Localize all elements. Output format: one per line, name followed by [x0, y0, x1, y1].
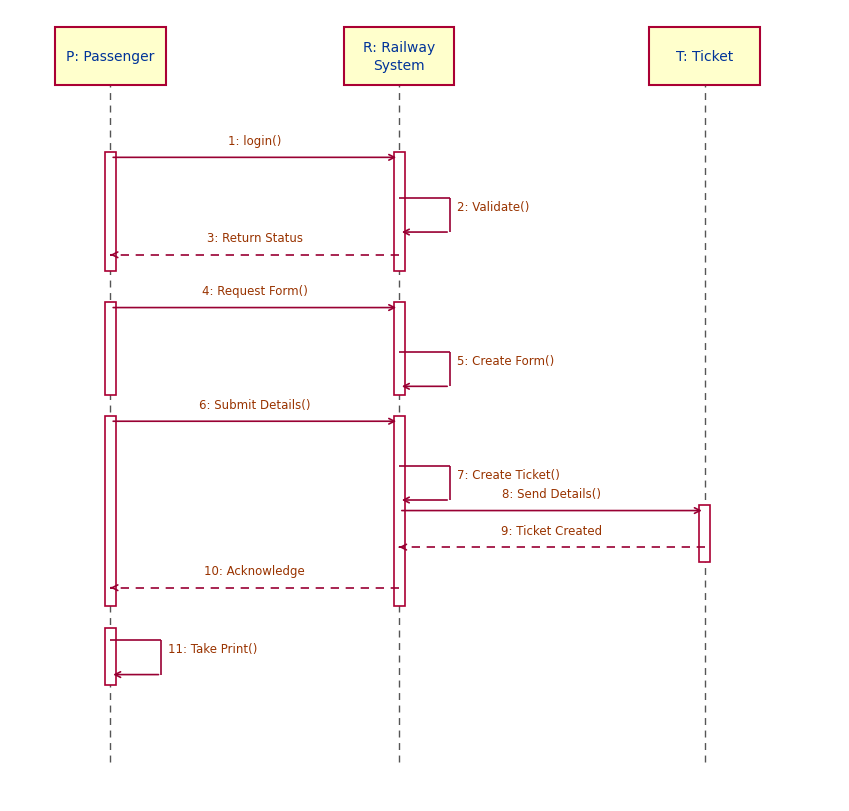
Bar — [344, 28, 454, 86]
Text: 11: Take Print(): 11: Take Print() — [168, 642, 257, 655]
Text: 9: Ticket Created: 9: Ticket Created — [501, 524, 603, 537]
Text: 5: Create Form(): 5: Create Form() — [457, 354, 554, 367]
Text: 8: Send Details(): 8: Send Details() — [503, 487, 601, 500]
Bar — [393, 416, 404, 607]
Text: T: Ticket: T: Ticket — [676, 49, 734, 64]
Text: 3: Return Status: 3: Return Status — [206, 232, 303, 245]
Bar — [105, 629, 115, 685]
Bar — [55, 28, 166, 86]
Bar — [393, 303, 404, 396]
Text: R: Railway
System: R: Railway System — [363, 41, 436, 73]
Text: 1: login(): 1: login() — [228, 135, 281, 148]
Bar — [105, 303, 115, 396]
Text: 10: Acknowledge: 10: Acknowledge — [205, 564, 305, 577]
Bar — [649, 28, 760, 86]
Bar — [105, 416, 115, 607]
Text: P: Passenger: P: Passenger — [66, 49, 155, 64]
Bar — [700, 505, 710, 562]
Text: 2: Validate(): 2: Validate() — [457, 200, 529, 213]
Bar — [105, 152, 115, 272]
Text: 4: Request Form(): 4: Request Form() — [202, 285, 307, 298]
Text: 6: Submit Details(): 6: Submit Details() — [199, 398, 311, 411]
Text: 7: Create Ticket(): 7: Create Ticket() — [457, 468, 559, 481]
Bar — [393, 152, 404, 272]
